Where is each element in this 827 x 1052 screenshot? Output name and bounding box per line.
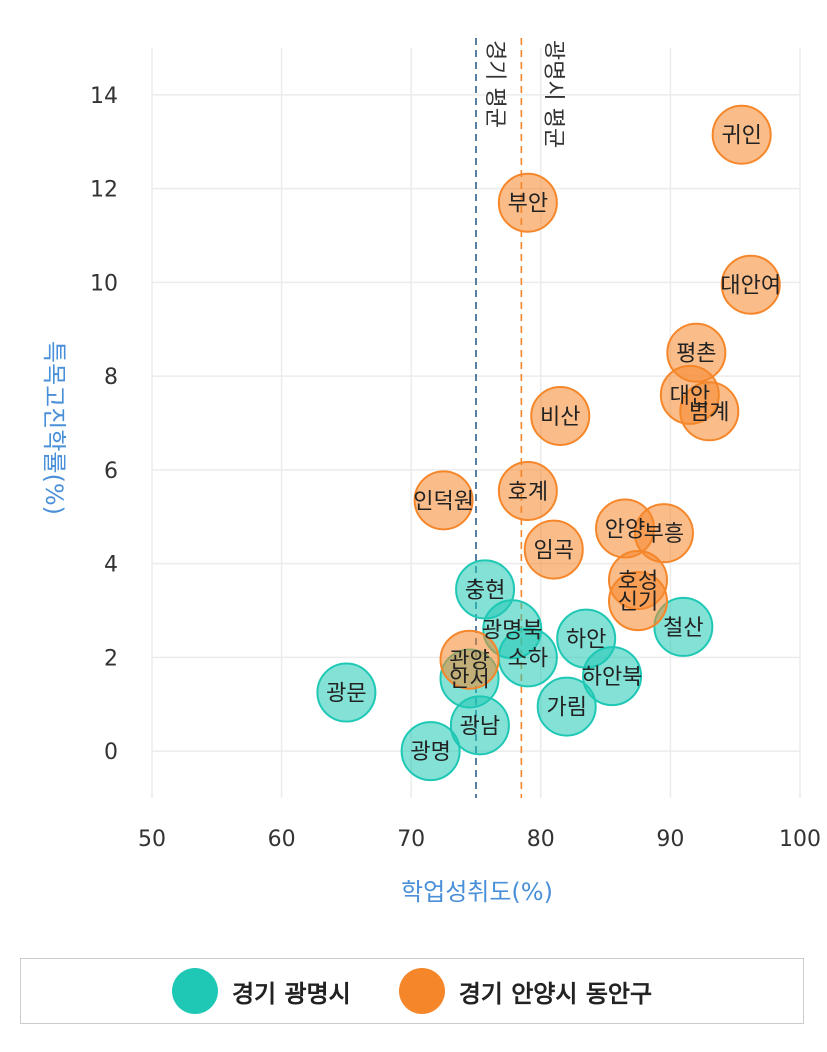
x-tick-label: 60 bbox=[268, 827, 296, 852]
data-label: 소하 bbox=[508, 646, 548, 671]
data-label: 안양 bbox=[605, 517, 645, 542]
data-point bbox=[400, 721, 461, 782]
data-point bbox=[530, 385, 591, 446]
legend-label: 경기 안양시 동안구 bbox=[458, 979, 653, 1008]
x-axis-title: 학업성취도(%) bbox=[401, 878, 553, 906]
data-point bbox=[413, 470, 474, 531]
data-label: 가림 bbox=[546, 696, 586, 721]
axes: 0 2 4 6 8 10 12 14 50 60 70 80 90 100 bbox=[90, 84, 821, 852]
y-tick-label: 8 bbox=[104, 365, 118, 390]
reference-line-label: 광명시 평균 bbox=[540, 40, 565, 148]
legend-swatch-teal bbox=[171, 968, 218, 1014]
data-label: 광문 bbox=[326, 682, 366, 707]
data-point bbox=[720, 254, 781, 315]
x-tick-label: 70 bbox=[397, 827, 425, 852]
data-label: 비산 bbox=[540, 405, 580, 430]
y-tick-label: 0 bbox=[104, 740, 118, 765]
data-label: 안서 bbox=[449, 667, 489, 692]
data-point bbox=[439, 629, 500, 690]
data-label: 신기 bbox=[618, 590, 658, 615]
x-tick-label: 100 bbox=[779, 827, 821, 852]
data-point bbox=[523, 519, 584, 580]
data-point bbox=[582, 646, 643, 707]
data-point bbox=[536, 676, 597, 737]
data-label: 광명북 bbox=[482, 618, 543, 643]
data-label: 하안북 bbox=[582, 665, 643, 690]
legend: 경기 광명시 경기 안양시 동안구 bbox=[20, 958, 804, 1024]
y-tick-label: 2 bbox=[104, 646, 118, 671]
x-tick-label: 90 bbox=[656, 827, 684, 852]
data-label: 평촌 bbox=[676, 342, 716, 367]
data-point bbox=[711, 104, 772, 165]
y-axis-title: 특목고진학률(%) bbox=[40, 341, 68, 515]
data-label: 인덕원 bbox=[413, 489, 474, 514]
legend-label: 경기 광명시 bbox=[231, 979, 351, 1008]
data-label: 대안 bbox=[670, 384, 710, 409]
data-label: 대안여 bbox=[720, 274, 781, 299]
data-point bbox=[316, 662, 377, 723]
data-label: 호계 bbox=[508, 480, 548, 505]
y-tick-label: 14 bbox=[90, 84, 118, 109]
data-point bbox=[633, 503, 694, 564]
data-label: 광남 bbox=[460, 714, 500, 739]
data-point bbox=[497, 172, 558, 233]
y-tick-label: 6 bbox=[104, 459, 118, 484]
data-points bbox=[316, 104, 781, 782]
data-label: 하안 bbox=[566, 628, 606, 653]
data-label: 임곡 bbox=[534, 539, 574, 564]
data-point bbox=[653, 596, 714, 657]
data-point bbox=[497, 460, 558, 521]
x-tick-label: 50 bbox=[138, 827, 166, 852]
data-label: 부안 bbox=[508, 192, 548, 217]
legend-item-gwangmyeong: 경기 광명시 bbox=[171, 968, 351, 1014]
reference-line-label: 경기 평균 bbox=[482, 40, 507, 128]
data-label: 철산 bbox=[663, 616, 703, 641]
data-label: 부흥 bbox=[644, 522, 684, 547]
data-point bbox=[679, 381, 740, 442]
data-label: 관양 bbox=[449, 649, 489, 674]
data-label: 귀인 bbox=[721, 124, 761, 149]
legend-swatch-orange bbox=[398, 968, 445, 1014]
data-label: 충현 bbox=[465, 578, 505, 603]
data-label: 광명 bbox=[410, 740, 450, 765]
y-tick-label: 12 bbox=[90, 178, 118, 203]
data-label: 호성 bbox=[618, 569, 658, 594]
reference-lines: 경기 평균 광명시 평균 bbox=[475, 38, 565, 798]
data-label: 범계 bbox=[689, 400, 729, 425]
y-tick-label: 4 bbox=[104, 553, 118, 578]
legend-item-anyang-dongan: 경기 안양시 동안구 bbox=[398, 968, 653, 1014]
y-tick-label: 10 bbox=[90, 271, 118, 296]
data-point bbox=[608, 571, 668, 632]
x-tick-label: 80 bbox=[527, 827, 555, 852]
